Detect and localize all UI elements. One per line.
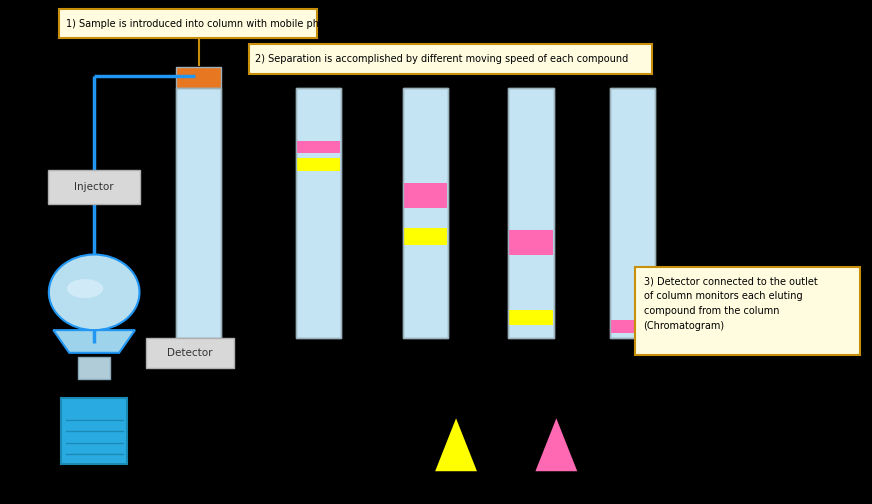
FancyBboxPatch shape	[403, 88, 448, 338]
Text: 3) Detector connected to the outlet
of column monitors each eluting
compound fro: 3) Detector connected to the outlet of c…	[644, 276, 817, 331]
Polygon shape	[435, 418, 477, 471]
FancyBboxPatch shape	[146, 338, 234, 368]
FancyBboxPatch shape	[296, 88, 341, 338]
FancyBboxPatch shape	[610, 88, 655, 338]
Polygon shape	[53, 330, 135, 353]
FancyBboxPatch shape	[48, 170, 140, 204]
FancyBboxPatch shape	[509, 230, 553, 256]
Text: Injector: Injector	[74, 182, 113, 192]
Ellipse shape	[49, 255, 140, 330]
Text: 2) Separation is accomplished by different moving speed of each compound: 2) Separation is accomplished by differe…	[255, 54, 629, 64]
FancyBboxPatch shape	[296, 158, 340, 170]
FancyBboxPatch shape	[404, 183, 447, 208]
FancyBboxPatch shape	[610, 320, 654, 333]
FancyBboxPatch shape	[61, 398, 127, 464]
FancyBboxPatch shape	[635, 267, 860, 355]
FancyBboxPatch shape	[176, 88, 221, 338]
FancyBboxPatch shape	[249, 44, 652, 74]
FancyBboxPatch shape	[508, 88, 554, 338]
Text: 1) Sample is introduced into column with mobile phase: 1) Sample is introduced into column with…	[66, 19, 337, 29]
FancyBboxPatch shape	[296, 141, 340, 153]
FancyBboxPatch shape	[78, 357, 110, 379]
FancyBboxPatch shape	[404, 228, 447, 245]
Text: Detector: Detector	[167, 348, 213, 358]
Polygon shape	[535, 418, 577, 471]
FancyBboxPatch shape	[509, 310, 553, 325]
Ellipse shape	[67, 279, 103, 298]
FancyBboxPatch shape	[59, 9, 317, 38]
FancyBboxPatch shape	[176, 67, 221, 88]
